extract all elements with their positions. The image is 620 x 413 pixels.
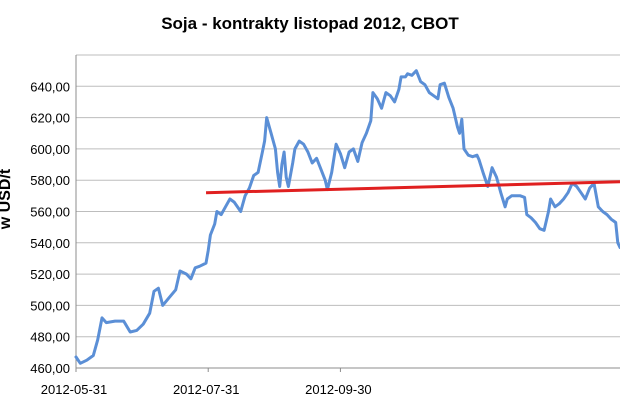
chart-title: Soja - kontrakty listopad 2012, CBOT [161, 14, 459, 33]
x-tick-label: 2012-07-31 [173, 382, 240, 397]
y-tick-label: 620,00 [30, 111, 70, 126]
y-tick-label: 540,00 [30, 236, 70, 251]
y-tick-label: 500,00 [30, 298, 70, 313]
y-tick-label: 640,00 [30, 79, 70, 94]
y-tick-label: 480,00 [30, 330, 70, 345]
x-tick-label: 2012-09-30 [305, 382, 372, 397]
y-tick-label: 460,00 [30, 361, 70, 376]
price-series-line [74, 69, 620, 365]
x-tick-label: 2012-05-31 [41, 382, 108, 397]
y-tick-label: 600,00 [30, 142, 70, 157]
y-tick-label: 580,00 [30, 173, 70, 188]
trend-line [206, 180, 620, 195]
y-tick-label: 520,00 [30, 267, 70, 282]
y-tick-label: 560,00 [30, 205, 70, 220]
